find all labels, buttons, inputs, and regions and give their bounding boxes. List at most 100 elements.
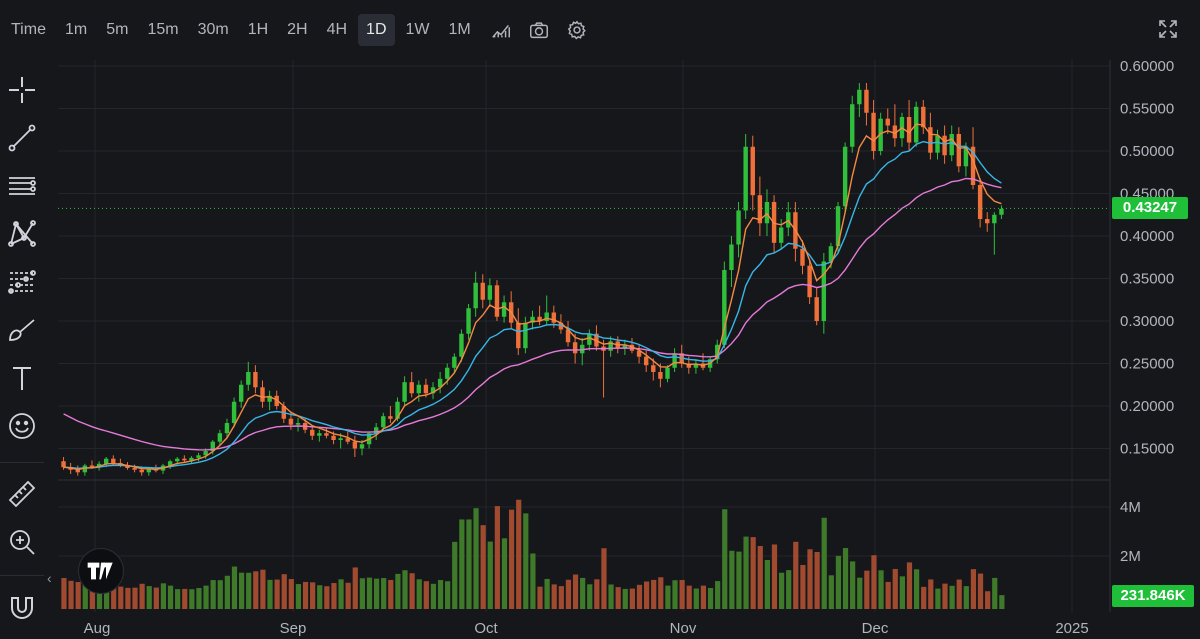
time-axis: Aug Sep Oct Nov Dec 2025 [84, 620, 1089, 637]
interval-30m[interactable]: 30m [197, 21, 229, 38]
volume-bar [736, 551, 742, 609]
candle-body [295, 423, 301, 425]
horizontal-lines-icon[interactable] [2, 166, 42, 206]
toolbar-separator [0, 462, 44, 463]
crosshair-icon[interactable] [2, 70, 42, 110]
candle-body [544, 312, 549, 321]
candle-body [658, 372, 663, 379]
emoji-icon[interactable] [2, 406, 42, 446]
volume-bar [274, 579, 280, 609]
volume-bar [928, 579, 934, 609]
volume-bar [601, 548, 607, 609]
volume-bar [409, 573, 415, 609]
tradingview-logo-icon[interactable] [78, 548, 124, 594]
candle-body [686, 363, 692, 368]
trend-line-icon[interactable] [2, 118, 42, 158]
ma-slow-line [63, 177, 1002, 451]
volume-bar [814, 552, 820, 609]
magnet-icon[interactable] [2, 588, 42, 628]
last-volume-label: 231.846K [1112, 585, 1194, 607]
interval-1d[interactable]: 1D [358, 14, 395, 46]
candle-body [722, 270, 727, 345]
volume-bar [388, 579, 394, 609]
chart-type-icon[interactable] [485, 14, 517, 46]
price-tick-label: 0.50000 [1120, 143, 1174, 160]
settings-icon[interactable] [561, 14, 593, 46]
volume-bar [281, 574, 287, 609]
candle-body [643, 356, 649, 366]
time-button[interactable]: Time [11, 21, 46, 38]
volume-bar [160, 583, 167, 609]
zoom-in-icon[interactable] [2, 522, 42, 562]
fib-retracement-icon[interactable] [2, 262, 42, 302]
candle-body [182, 458, 187, 461]
volume-bar [807, 549, 813, 609]
volume-bar [103, 584, 110, 609]
time-tick-label: Nov [670, 620, 697, 637]
volume-bar [331, 583, 337, 609]
interval-1mo[interactable]: 1M [448, 21, 471, 38]
candle-body [963, 146, 969, 167]
volume-bar [96, 585, 103, 609]
volume-bar [821, 517, 827, 609]
candle-body [196, 455, 201, 458]
candle-body [324, 433, 329, 436]
volume-bar [693, 588, 699, 609]
ruler-icon[interactable] [2, 474, 42, 514]
camera-icon[interactable] [523, 14, 555, 46]
volume-bar [956, 579, 962, 609]
candle-body [452, 356, 457, 368]
volume-bar [658, 577, 664, 609]
interval-1w[interactable]: 1W [405, 21, 430, 38]
interval-15m[interactable]: 15m [147, 21, 179, 38]
volume-bar [764, 560, 770, 609]
volume-bar [210, 580, 216, 609]
candle-body [445, 367, 450, 379]
interval-5m[interactable]: 5m [106, 21, 129, 38]
volume-bar [466, 519, 472, 609]
volume-bar [857, 577, 863, 609]
pattern-icon[interactable] [2, 214, 42, 254]
brush-icon[interactable] [2, 310, 42, 350]
interval-1m[interactable]: 1m [64, 21, 88, 38]
candle-body [715, 344, 720, 360]
candle-body [970, 146, 976, 185]
volume-bar [580, 577, 586, 609]
interval-2h[interactable]: 2H [287, 21, 308, 38]
candle-body [565, 329, 571, 343]
volume-bar [182, 588, 188, 609]
volume-bar [445, 581, 451, 609]
volume-bar [651, 579, 657, 609]
candle-body [800, 248, 805, 266]
candle-body [736, 210, 741, 245]
text-icon[interactable] [2, 358, 42, 398]
volume-bar [501, 538, 508, 609]
price-axis: 0.600000.550000.500000.450000.400000.350… [1120, 58, 1174, 458]
candle-body [750, 146, 755, 196]
volume-bar [324, 586, 330, 609]
volume-bar [373, 578, 380, 609]
volume-bar [118, 586, 124, 609]
candle-body [985, 219, 990, 224]
volume-bar [267, 579, 273, 609]
interval-4h[interactable]: 4H [326, 21, 348, 38]
candle-body [480, 282, 485, 300]
volume-bar [715, 581, 721, 609]
volume-bar [963, 586, 969, 609]
volume-bar [523, 513, 529, 609]
candle-body [231, 401, 237, 423]
volume-bar [707, 587, 714, 609]
volume-bar [480, 525, 486, 609]
fullscreen-icon[interactable] [1156, 17, 1180, 41]
volume-bar [295, 584, 302, 609]
candle-body [459, 333, 464, 357]
interval-1h[interactable]: 1H [247, 21, 269, 38]
candle-body [636, 350, 642, 357]
candle-body [871, 112, 876, 151]
candle-body [423, 384, 429, 394]
top-toolbar: Time 1m 5m 15m 30m 1H 2H 4H 1D 1W 1M [0, 0, 1200, 60]
candle-body [530, 316, 535, 323]
candle-body [103, 458, 109, 464]
collapse-toolbar-icon[interactable]: ‹ [47, 570, 52, 586]
